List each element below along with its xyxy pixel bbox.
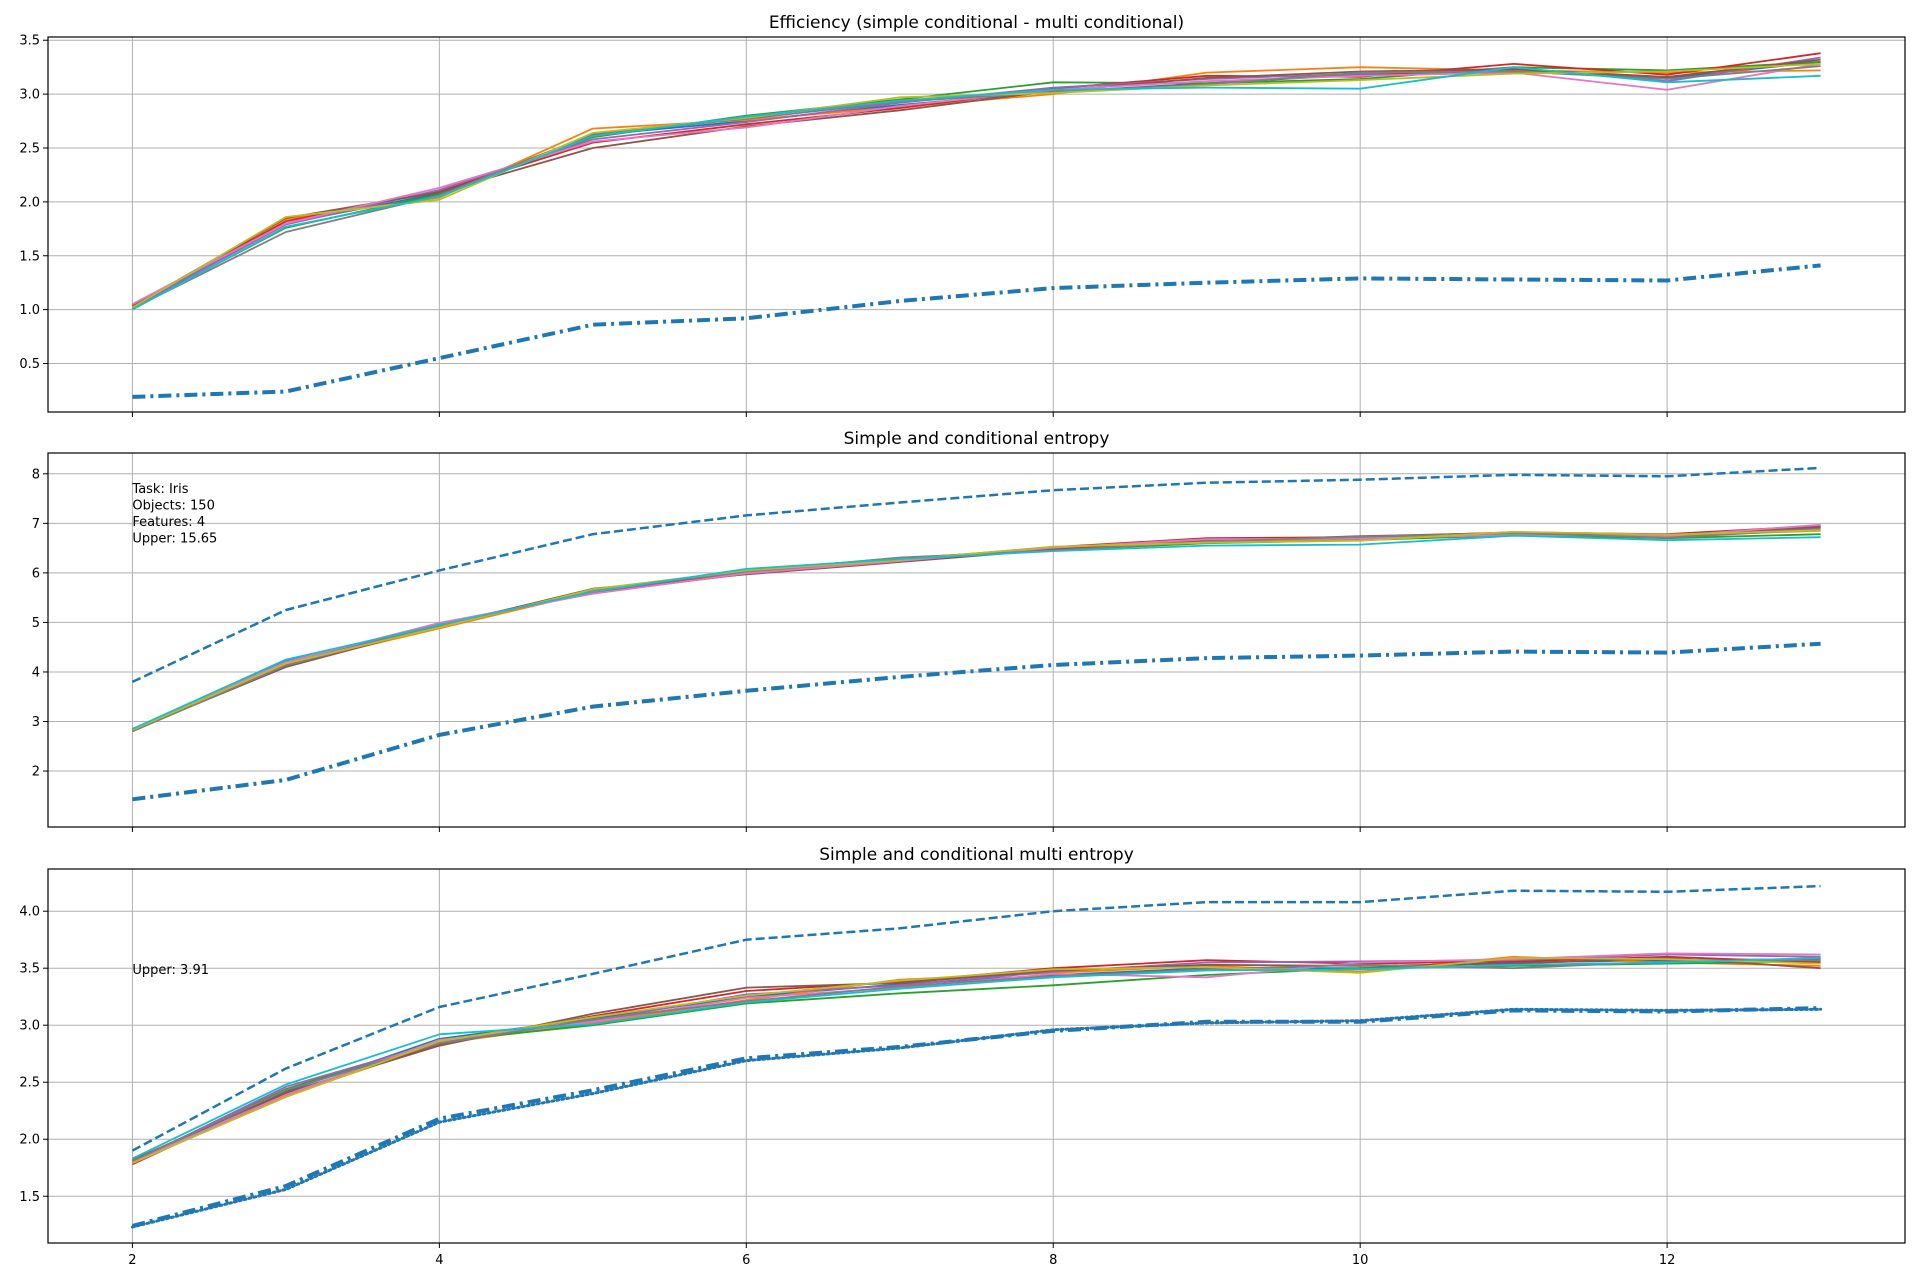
y-tick-label: 3 <box>32 715 40 730</box>
y-tick-label: 7 <box>32 517 40 532</box>
y-tick-label: 0.5 <box>19 357 40 372</box>
series-line-7 <box>131 63 1821 305</box>
grid <box>48 453 1905 827</box>
annotation-text: Objects: 150 <box>132 499 214 514</box>
y-tick-label: 5 <box>32 616 40 631</box>
x-tick-label: 10 <box>1352 1253 1369 1268</box>
series-line-1 <box>131 466 1821 684</box>
y-tick-label: 3.0 <box>19 1019 40 1034</box>
y-tick-label: 4.0 <box>19 905 40 920</box>
y-tick-label: 2 <box>32 765 40 780</box>
y-tick-label: 1.5 <box>19 249 40 264</box>
x-tick-label: 6 <box>742 1253 750 1268</box>
grid <box>48 869 1905 1243</box>
series-line-10 <box>132 529 1821 731</box>
chart-panel-2: 2 3 4 5 6 7 8 Simple and conditional entropy Tas… <box>32 429 1906 832</box>
y-tick-label: 8 <box>32 467 40 482</box>
series-line-10 <box>131 66 1821 311</box>
y-tick-label: 4 <box>32 665 40 680</box>
annotation-text: Features: 4 <box>132 515 205 530</box>
annotation-text: Task: Iris <box>131 482 188 497</box>
series-line-10 <box>132 957 1821 1165</box>
chart-panel-3: 2 4 6 8 10 12 1.5 2.0 2.5 3.0 3.5 4.0 Simple and con… <box>19 845 1906 1268</box>
y-tick-label: 2.0 <box>19 1133 40 1148</box>
y-tick-label: 1.5 <box>19 1190 40 1205</box>
y-tick-label: 3.0 <box>19 88 40 103</box>
x-tick-label: 4 <box>435 1253 443 1268</box>
chart-title: Simple and conditional entropy <box>844 429 1110 449</box>
series-line-11 <box>132 534 1821 730</box>
y-tick-label: 2.5 <box>19 1076 40 1091</box>
y-tick-label: 1.0 <box>19 303 40 318</box>
axes-frame <box>47 36 1906 413</box>
x-tick-label: 2 <box>128 1253 136 1268</box>
series-line-3 <box>131 60 1821 310</box>
grid <box>48 37 1905 412</box>
y-tick-label: 3.5 <box>19 962 40 977</box>
annotation-text: Upper: 3.91 <box>132 963 209 978</box>
y-tick-label: 2.5 <box>19 141 40 156</box>
x-tick-label: 8 <box>1049 1253 1057 1268</box>
series-line-11 <box>132 263 1821 399</box>
series-line-11 <box>132 957 1821 1160</box>
chart-title: Efficiency (simple conditional - multi c… <box>769 13 1184 33</box>
y-tick-label: 2.0 <box>19 195 40 210</box>
chart-panel-1: 0.5 1.0 1.5 2.0 2.5 3.0 3.5 Efficiency (simple … <box>19 13 1906 417</box>
series-line-12 <box>132 641 1821 802</box>
series-line-7 <box>132 957 1821 1161</box>
axes-frame <box>47 868 1906 1244</box>
series-line-13 <box>130 1007 1823 1229</box>
y-tick-label: 6 <box>32 566 40 581</box>
axes-frame <box>47 452 1906 828</box>
annotation-text: Upper: 15.65 <box>132 532 217 547</box>
chart-title: Simple and conditional multi entropy <box>819 845 1134 865</box>
y-tick-label: 3.5 <box>19 34 40 49</box>
x-tick-label: 12 <box>1659 1253 1676 1268</box>
series-line-1 <box>131 884 1821 1152</box>
